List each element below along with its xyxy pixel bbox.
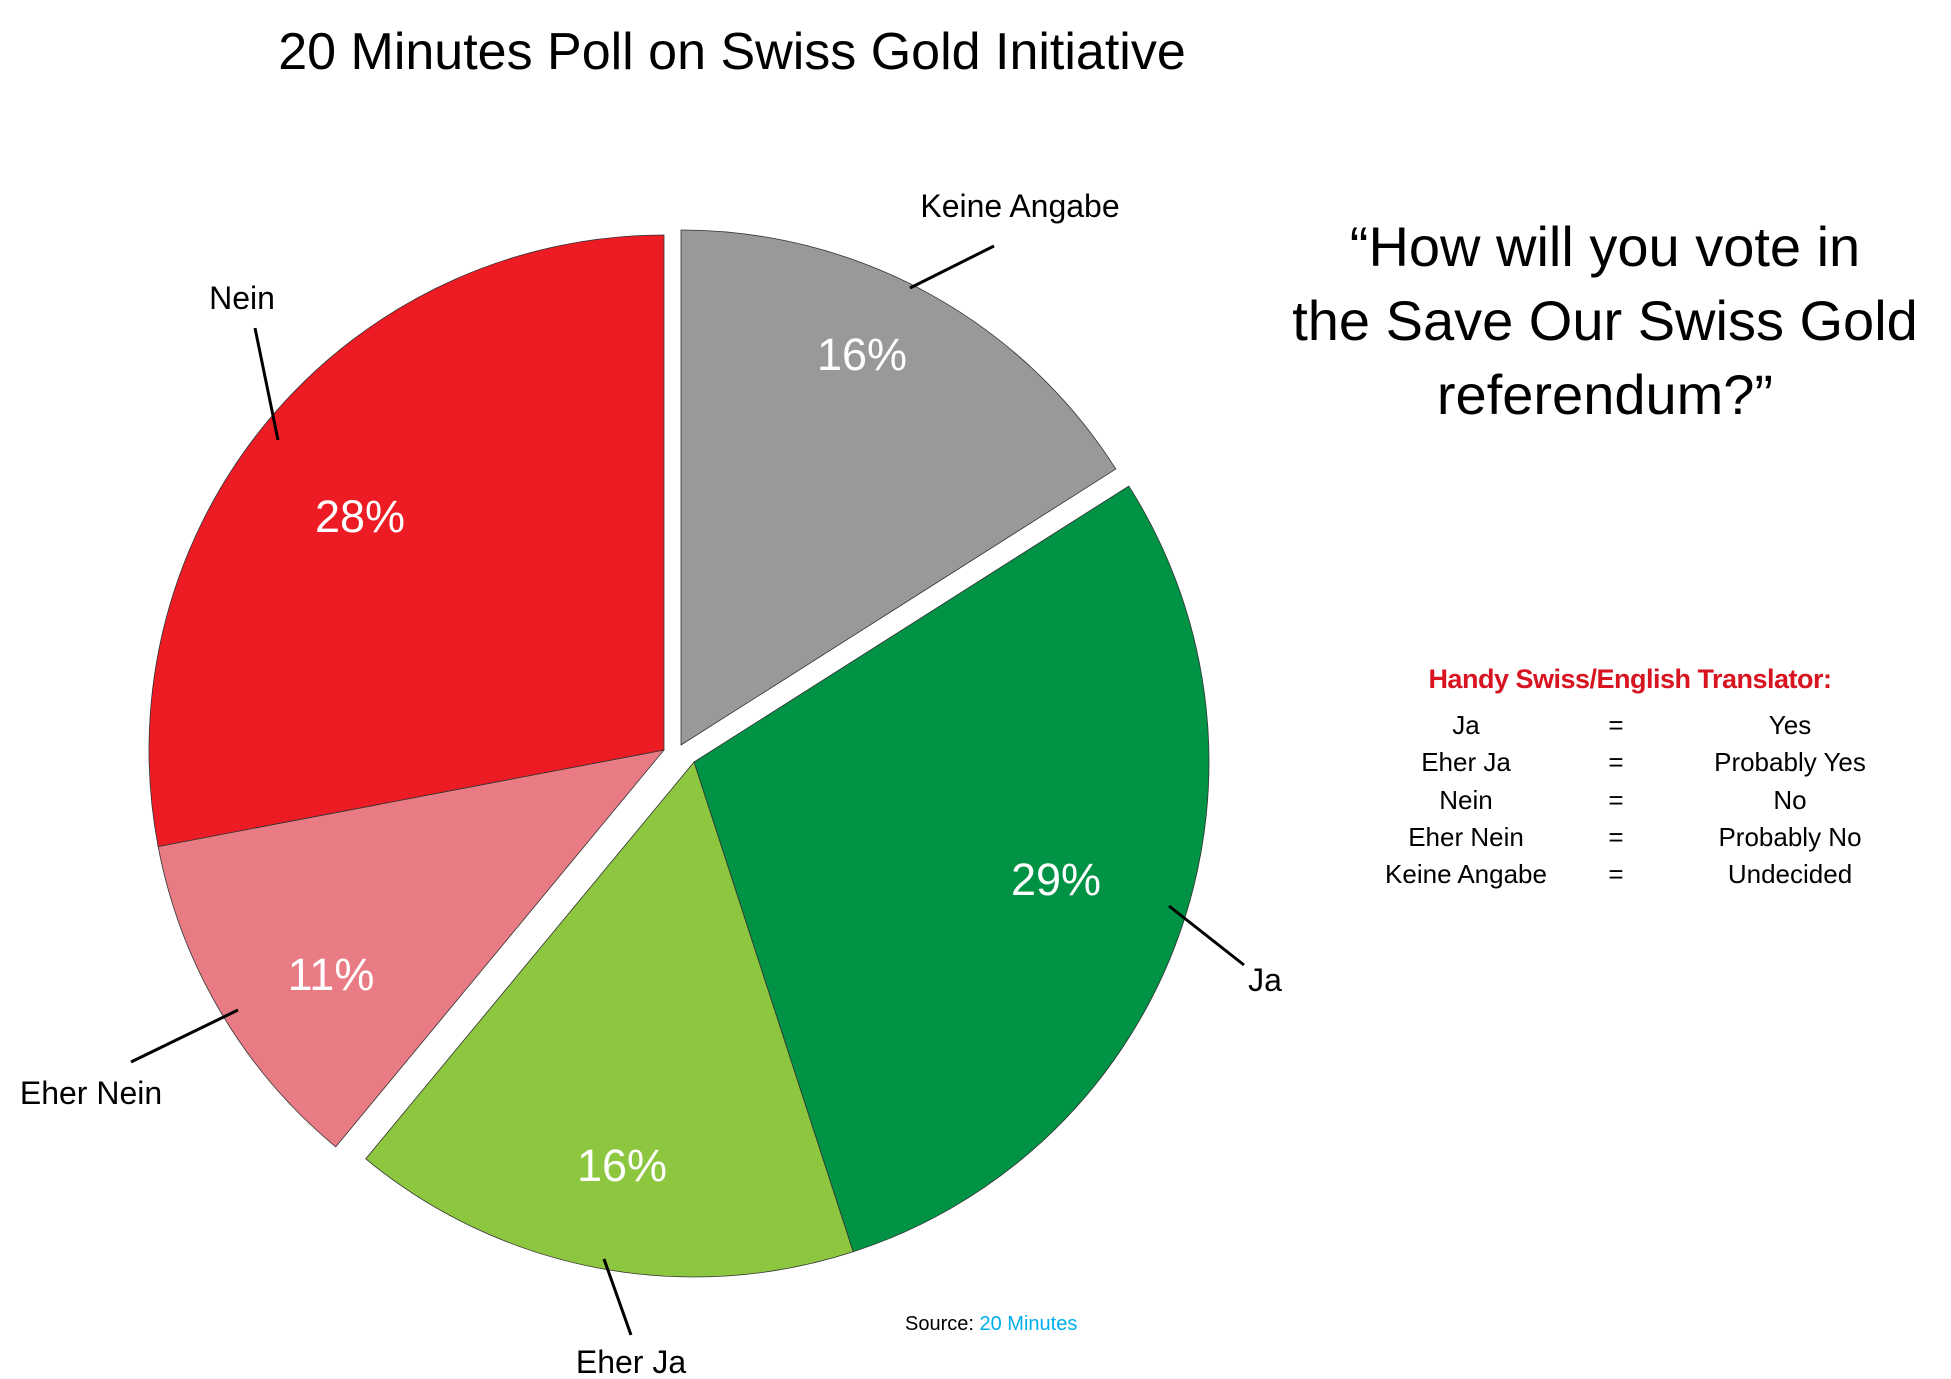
question-line: referendum?”	[1436, 363, 1774, 426]
source-link[interactable]: 20 Minutes	[979, 1313, 1078, 1335]
translator-eq: =	[1608, 784, 1624, 815]
translator-eq: =	[1608, 821, 1624, 852]
translator-eq: =	[1608, 859, 1624, 890]
translator-swiss: Eher Nein	[1408, 821, 1524, 852]
chart-title: 20 Minutes Poll on Swiss Gold Initiative	[278, 23, 1186, 81]
leader-line	[253, 327, 280, 441]
translator-heading: Handy Swiss/English Translator:	[1428, 664, 1832, 694]
slice-category-label: Nein	[209, 280, 275, 316]
translator-english: Probably No	[1718, 821, 1862, 852]
translator-english: No	[1773, 784, 1807, 815]
pie-slice	[157, 749, 666, 1148]
slice-value-label: 29%	[1011, 854, 1101, 905]
slice-value-label: 16%	[817, 329, 907, 380]
leader-line	[909, 244, 995, 290]
translator-eq: =	[1608, 710, 1624, 740]
pie-slice	[693, 485, 1210, 1253]
translator-english: Probably Yes	[1714, 747, 1866, 778]
slice-value-label: 28%	[315, 491, 405, 542]
pie-slice	[365, 761, 854, 1278]
translator-eq: =	[1608, 747, 1624, 778]
translator-swiss: Nein	[1439, 784, 1493, 815]
question-text: “How will you vote in the Save Our Swiss…	[1280, 210, 1930, 432]
source-label: Source:	[905, 1313, 974, 1335]
leader-line	[1168, 904, 1245, 967]
question-line: the Save Our Swiss Gold	[1292, 289, 1918, 352]
slice-category-label: Ja	[1248, 962, 1282, 998]
source-note: Source: 20 Minutes	[905, 1313, 1077, 1336]
leader-line	[602, 1258, 633, 1336]
translator-english: Undecided	[1727, 859, 1853, 890]
slice-category-label: Keine Angabe	[920, 188, 1119, 224]
slice-value-label: 16%	[577, 1140, 667, 1191]
translator-swiss: Ja	[1452, 710, 1480, 740]
question-line: “How will you vote in	[1349, 215, 1861, 278]
pie-slice	[680, 229, 1117, 746]
slice-value-label: 11%	[288, 949, 375, 1000]
translator-swiss: Keine Angabe	[1385, 859, 1547, 890]
slice-category-label: Eher Ja	[576, 1344, 686, 1379]
pie-slice	[148, 234, 665, 847]
translator-swiss: Eher Ja	[1421, 747, 1511, 778]
slice-category-label: Eher Nein	[20, 1075, 162, 1111]
translator-english: Yes	[1768, 710, 1812, 740]
leader-line	[130, 1008, 239, 1064]
